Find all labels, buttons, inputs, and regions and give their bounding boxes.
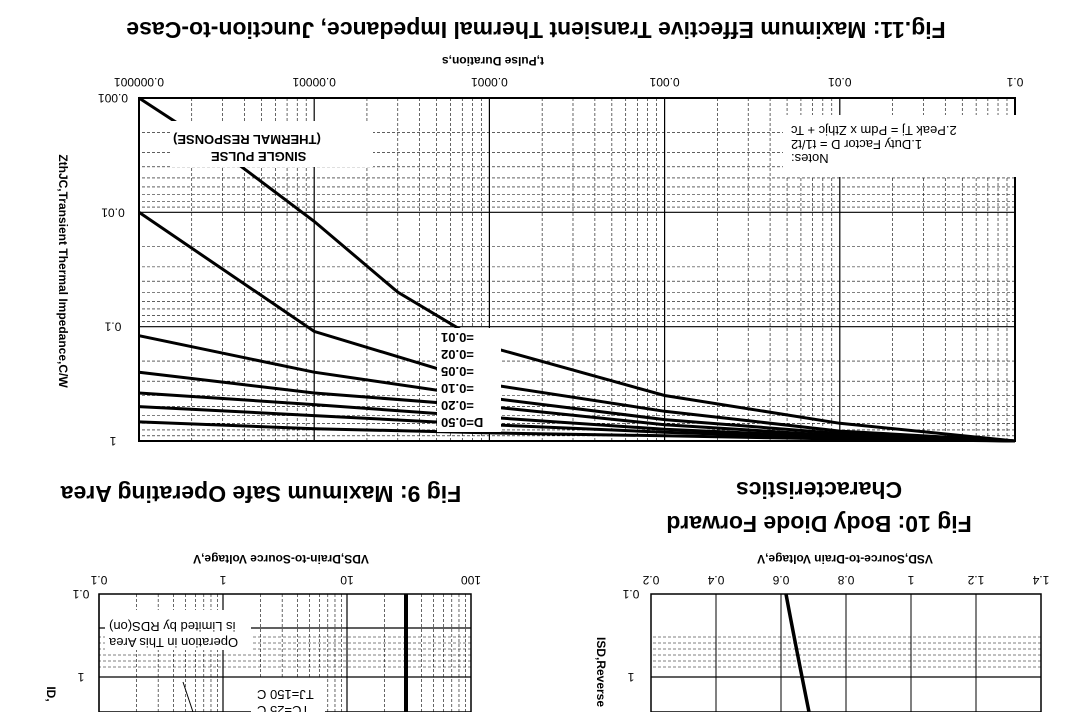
duty-label-box [437, 328, 501, 432]
thermal-response-label: (THERMAL RESPONSE) [173, 132, 321, 147]
fig11-x-tick: 0.01 [828, 75, 852, 89]
fig11-x-tick: 0.000001 [114, 75, 164, 89]
fig9-ticks: 0.1 1 10 100 0.1 1 [72, 573, 481, 684]
fig9-cond-2: TJ=150 C [257, 687, 314, 702]
fig10-grid [650, 594, 1042, 712]
fig10-x-tick: 1.2 [967, 573, 984, 587]
notes-line-2: 2.Peak Tj = Pdm x Zthjc + Tc [791, 123, 957, 138]
fig9-region-line-2: is Limited by RDS(on) [109, 619, 235, 634]
fig9-xlabel: VDS,Drain-to-Source Voltage,V [193, 552, 369, 566]
fig9-cond-1: TC=25 C [257, 703, 309, 712]
duty-label: D=0.50 [441, 415, 483, 430]
fig10-y-tick: 1 [627, 670, 634, 684]
fig9-x-tick: 10 [340, 573, 354, 587]
duty-labels: D=0.50 =0.20 =0.10 =0.05 =0.02 =0.01 [441, 330, 483, 430]
fig11-y-tick: 0.001 [98, 91, 128, 105]
fig11-ticks: 0.000001 0.00001 0.0001 0.001 0.01 0.1 0.001 0.… [98, 75, 1024, 448]
fig11-x-tick: 0.1 [1006, 75, 1023, 89]
fig9-cond-box [251, 678, 325, 712]
single-pulse-label-box [171, 121, 373, 167]
fig10-y-tick: 0.1 [622, 587, 639, 601]
duty-label: =0.02 [441, 347, 474, 362]
fig9-x-tick: 1 [219, 573, 226, 587]
fig9-ylabel: ID, [44, 686, 58, 701]
notes-line-1: 1.Duty Factor D = t1/t2 [791, 137, 922, 152]
fig10-curve [784, 593, 811, 712]
fig11-y-tick: 1 [109, 434, 116, 448]
fig9-y-tick: 1 [77, 670, 84, 684]
duty-label: =0.05 [441, 364, 474, 379]
fig10-x-tick: 0.2 [642, 573, 659, 587]
fig10-title-2: Characteristics [736, 477, 902, 503]
notes-heading: Notes: [791, 151, 829, 166]
fig10-title-1: Fig 10: Body Diode Forward [666, 511, 971, 537]
fig11-x-tick: 0.0001 [471, 75, 508, 89]
fig11-title: Fig.11: Maximum Effective Transient Ther… [126, 17, 945, 43]
fig9-title: Fig 9: Maximum Safe Operating Area [61, 481, 462, 507]
fig9-frame [98, 593, 472, 712]
fig10-x-tick: 0.4 [707, 573, 724, 587]
fig9-x-tick: 0.1 [90, 573, 107, 587]
fig11-ylabel: ZthJC,Transient Thermal Impedance,C/W [56, 154, 70, 388]
duty-label: =0.01 [441, 330, 474, 345]
fig10-x-tick: 1 [907, 573, 914, 587]
fig11-series-line [138, 334, 1016, 443]
fig9-x-tick: 100 [461, 573, 481, 587]
fig11-xlabel: t,Pulse Duration,s [442, 54, 544, 68]
fig9-y-tick: 0.1 [72, 587, 89, 601]
fig11-y-tick: 0.1 [104, 320, 121, 334]
fig10-xlabel: VSD,Source-to-Drain Voltage,V [757, 552, 933, 566]
fig10-ylabel: ISD,Reverse [594, 637, 608, 707]
fig10-frame [650, 593, 1042, 712]
fig10-x-tick: 1.4 [1032, 573, 1049, 587]
single-pulse-label: SINGLE PULSE [211, 149, 307, 164]
fig11-series-line [138, 211, 1016, 443]
duty-label: =0.20 [441, 398, 474, 413]
fig10-x-tick: 0.8 [837, 573, 854, 587]
fig10-x-tick: 0.6 [772, 573, 789, 587]
notes-box [783, 115, 1023, 177]
fig11-series-line [138, 420, 1016, 443]
fig11-x-tick: 0.00001 [292, 75, 336, 89]
fig9-region-line-1: Operation in This Area [108, 635, 238, 650]
fig9-pointer [182, 681, 194, 712]
fig11-x-tick: 0.001 [649, 75, 679, 89]
fig9-region-box [105, 610, 251, 650]
duty-label: =0.10 [441, 381, 474, 396]
fig11-y-tick: 0.01 [101, 205, 125, 219]
fig11-frame [138, 97, 1016, 442]
fig10-ticks: 0.2 0.4 0.6 0.8 1 1.2 1.4 0.1 1 [622, 573, 1049, 684]
